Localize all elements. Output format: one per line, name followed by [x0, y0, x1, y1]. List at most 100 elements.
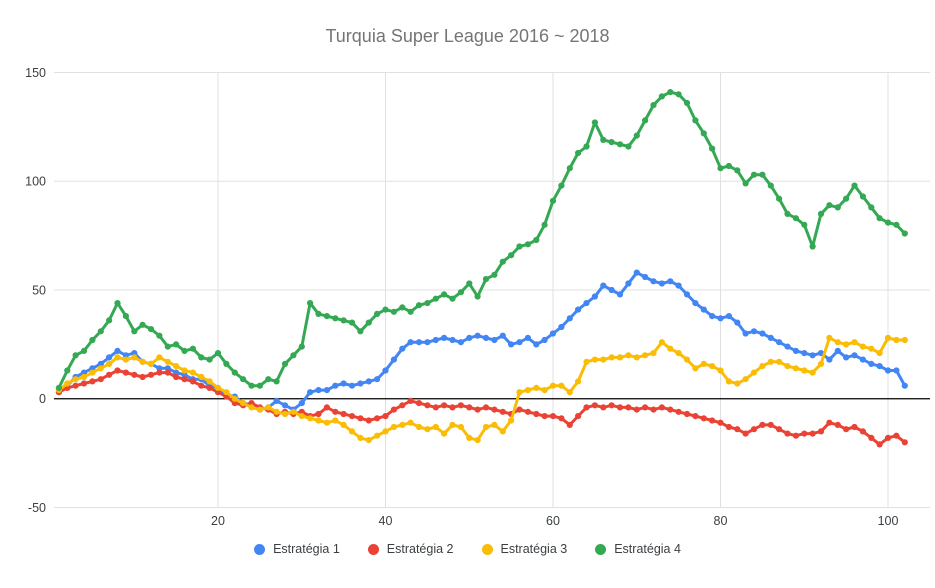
series-point[interactable] — [122, 369, 129, 376]
series-point[interactable] — [315, 410, 322, 418]
series-point[interactable] — [265, 376, 272, 383]
series-point[interactable] — [734, 167, 741, 174]
series-point[interactable] — [826, 356, 833, 363]
series-point[interactable] — [826, 202, 833, 209]
series-point[interactable] — [307, 389, 314, 396]
series-point[interactable] — [273, 397, 280, 404]
series-point[interactable] — [742, 430, 749, 437]
series-point[interactable] — [256, 406, 263, 413]
series-point[interactable] — [340, 380, 347, 387]
series-point[interactable] — [131, 354, 138, 361]
series-point[interactable] — [633, 406, 640, 413]
series-point[interactable] — [499, 332, 506, 339]
series-point[interactable] — [767, 334, 774, 341]
series-point[interactable] — [499, 408, 506, 415]
series-point[interactable] — [365, 437, 372, 444]
series-point[interactable] — [801, 430, 808, 437]
series-point[interactable] — [524, 408, 532, 415]
series-point[interactable] — [298, 413, 305, 420]
series-point[interactable] — [608, 354, 615, 361]
series-point[interactable] — [114, 367, 121, 374]
series-point[interactable] — [399, 304, 406, 311]
series-point[interactable] — [80, 380, 88, 387]
series-point[interactable] — [323, 313, 330, 320]
series-point[interactable] — [340, 410, 347, 418]
series-point[interactable] — [382, 413, 389, 420]
series-point[interactable] — [608, 402, 615, 409]
series-point[interactable] — [642, 352, 649, 359]
series-point[interactable] — [206, 378, 213, 385]
series-point[interactable] — [374, 415, 381, 422]
series-point[interactable] — [834, 347, 841, 354]
series-point[interactable] — [826, 419, 833, 426]
series-point[interactable] — [223, 360, 230, 367]
series-point[interactable] — [558, 323, 565, 331]
series-point[interactable] — [817, 360, 825, 367]
series-point[interactable] — [700, 130, 707, 137]
series-point[interactable] — [415, 423, 423, 431]
series-point[interactable] — [374, 376, 381, 383]
series-point[interactable] — [591, 356, 599, 363]
series-point[interactable] — [466, 404, 473, 411]
series-point[interactable] — [432, 336, 439, 344]
series-point[interactable] — [566, 165, 573, 172]
series-point[interactable] — [323, 419, 330, 426]
series-point[interactable] — [189, 378, 196, 385]
series-point[interactable] — [164, 343, 171, 350]
series-point[interactable] — [491, 406, 498, 413]
series-point[interactable] — [139, 373, 146, 381]
series-point[interactable] — [616, 141, 624, 148]
series-point[interactable] — [332, 382, 339, 389]
series-point[interactable] — [642, 404, 649, 411]
series-point[interactable] — [533, 384, 540, 391]
series-point[interactable] — [834, 204, 841, 211]
series-point[interactable] — [198, 354, 205, 361]
series-point[interactable] — [642, 117, 649, 124]
series-point[interactable] — [332, 408, 339, 415]
series-point[interactable] — [374, 432, 381, 439]
series-point[interactable] — [876, 350, 883, 357]
series-point[interactable] — [441, 402, 448, 409]
series-point[interactable] — [432, 295, 439, 302]
series-point[interactable] — [122, 356, 129, 363]
series-point[interactable] — [692, 117, 699, 124]
series-point[interactable] — [256, 382, 263, 389]
series-point[interactable] — [700, 415, 707, 422]
series-point[interactable] — [415, 339, 423, 346]
series-point[interactable] — [491, 336, 498, 344]
series-point[interactable] — [214, 389, 222, 396]
series-point[interactable] — [441, 334, 448, 341]
series-point[interactable] — [650, 350, 657, 357]
series-point[interactable] — [859, 356, 867, 363]
series-point[interactable] — [390, 423, 397, 431]
series-point[interactable] — [784, 363, 791, 370]
series-point[interactable] — [600, 282, 607, 289]
series-point[interactable] — [89, 369, 96, 376]
legend-item-1[interactable]: Estratégia 1 — [254, 542, 340, 556]
series-point[interactable] — [508, 341, 515, 348]
series-point[interactable] — [884, 334, 892, 341]
series-point[interactable] — [759, 330, 766, 337]
series-point[interactable] — [742, 330, 749, 337]
series-point[interactable] — [64, 367, 71, 374]
series-point[interactable] — [692, 300, 699, 307]
series-point[interactable] — [700, 306, 707, 313]
series-point[interactable] — [591, 402, 599, 409]
series-point[interactable] — [683, 99, 691, 107]
series-point[interactable] — [332, 417, 339, 424]
series-point[interactable] — [549, 330, 557, 337]
series-point[interactable] — [675, 408, 682, 415]
series-point[interactable] — [541, 387, 548, 394]
series-point[interactable] — [734, 426, 741, 433]
series-point[interactable] — [549, 382, 557, 389]
series-point[interactable] — [650, 406, 657, 413]
series-point[interactable] — [508, 252, 515, 259]
series-point[interactable] — [147, 371, 155, 378]
series-point[interactable] — [281, 360, 289, 367]
series-point[interactable] — [650, 278, 657, 285]
series-point[interactable] — [273, 408, 280, 415]
series-point[interactable] — [223, 389, 230, 396]
series-point[interactable] — [348, 319, 356, 326]
series-point[interactable] — [499, 258, 506, 265]
series-point[interactable] — [340, 317, 347, 324]
